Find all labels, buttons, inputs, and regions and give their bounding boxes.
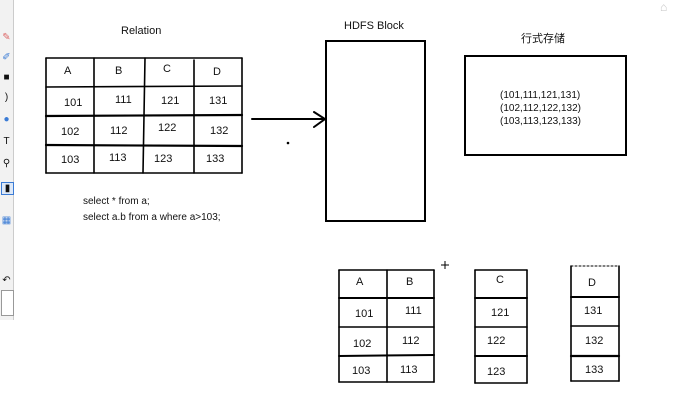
table-cell: 103 bbox=[61, 154, 80, 166]
table-cell: 122 bbox=[487, 335, 506, 347]
header-b: B bbox=[115, 65, 123, 77]
dot-mark bbox=[286, 141, 290, 145]
col-header-b: B bbox=[406, 276, 414, 288]
hdfs-block-title: HDFS Block bbox=[344, 20, 404, 32]
column-group-ab-grid bbox=[338, 269, 435, 383]
table-cell: 123 bbox=[154, 153, 173, 165]
table-cell: 133 bbox=[206, 153, 225, 165]
fill-icon[interactable]: ▦ bbox=[1, 215, 12, 226]
eraser-icon[interactable]: ✎ bbox=[2, 32, 11, 43]
col-header-c: C bbox=[496, 274, 504, 286]
col-header-d: D bbox=[588, 277, 596, 289]
hdfs-block bbox=[325, 40, 426, 222]
table-cell: 123 bbox=[487, 366, 506, 378]
select-icon[interactable]: ▮ bbox=[1, 182, 14, 195]
table-cell: 101 bbox=[64, 97, 83, 109]
arrow-to-hdfs bbox=[251, 111, 327, 128]
table-cell: 112 bbox=[402, 335, 420, 347]
color-swatch[interactable] bbox=[1, 290, 14, 316]
table-cell: 101 bbox=[355, 308, 374, 320]
table-cell: 102 bbox=[61, 126, 80, 138]
table-cell: 113 bbox=[400, 364, 418, 376]
table-cell: 121 bbox=[491, 307, 510, 319]
tool-palette: ✎ ✐ ■ ) ● T ⚲ ▮ ▦ ↶ bbox=[0, 0, 14, 320]
table-cell: 132 bbox=[210, 125, 229, 137]
table-cell: 131 bbox=[584, 305, 603, 317]
sql-query-1: select * from a; bbox=[83, 196, 150, 207]
table-cell: 122 bbox=[158, 122, 177, 134]
row-storage-title: 行式存储 bbox=[521, 33, 565, 45]
plus-cursor-icon bbox=[441, 261, 449, 269]
row-storage-line-3: (103,113,123,133) bbox=[500, 116, 581, 127]
table-cell: 133 bbox=[585, 364, 604, 376]
table-cell: 113 bbox=[109, 152, 127, 164]
pen-icon[interactable]: ✐ bbox=[2, 52, 11, 63]
row-storage-line-1: (101,111,121,131) bbox=[500, 90, 581, 101]
stamp-icon[interactable]: ■ bbox=[3, 72, 10, 83]
table-cell: 102 bbox=[353, 338, 372, 350]
text-icon[interactable]: T bbox=[3, 136, 10, 147]
table-cell: 112 bbox=[110, 125, 128, 137]
row-storage-block bbox=[464, 55, 627, 156]
relation-table-grid bbox=[44, 57, 244, 174]
header-c: C bbox=[163, 63, 171, 75]
column-group-c-grid bbox=[474, 269, 528, 384]
relation-title: Relation bbox=[121, 25, 162, 37]
col-header-a: A bbox=[356, 276, 364, 288]
sql-query-2: select a.b from a where a>103; bbox=[83, 212, 221, 223]
undo-icon[interactable]: ↶ bbox=[2, 275, 11, 286]
column-group-d-grid bbox=[569, 265, 621, 382]
table-cell: 132 bbox=[585, 335, 604, 347]
table-cell: 111 bbox=[405, 305, 422, 317]
table-cell: 103 bbox=[352, 365, 371, 377]
table-cell: 121 bbox=[161, 95, 180, 107]
curve-icon[interactable]: ) bbox=[4, 92, 9, 103]
ellipse-icon[interactable]: ● bbox=[3, 114, 10, 125]
watermark-logo-icon: ⌂ bbox=[660, 0, 668, 14]
header-a: A bbox=[64, 65, 72, 77]
row-storage-line-2: (102,112,122,132) bbox=[500, 103, 581, 114]
zoom-icon[interactable]: ⚲ bbox=[2, 158, 11, 169]
table-cell: 131 bbox=[209, 95, 228, 107]
header-d: D bbox=[213, 66, 221, 78]
table-cell: 111 bbox=[115, 94, 132, 106]
